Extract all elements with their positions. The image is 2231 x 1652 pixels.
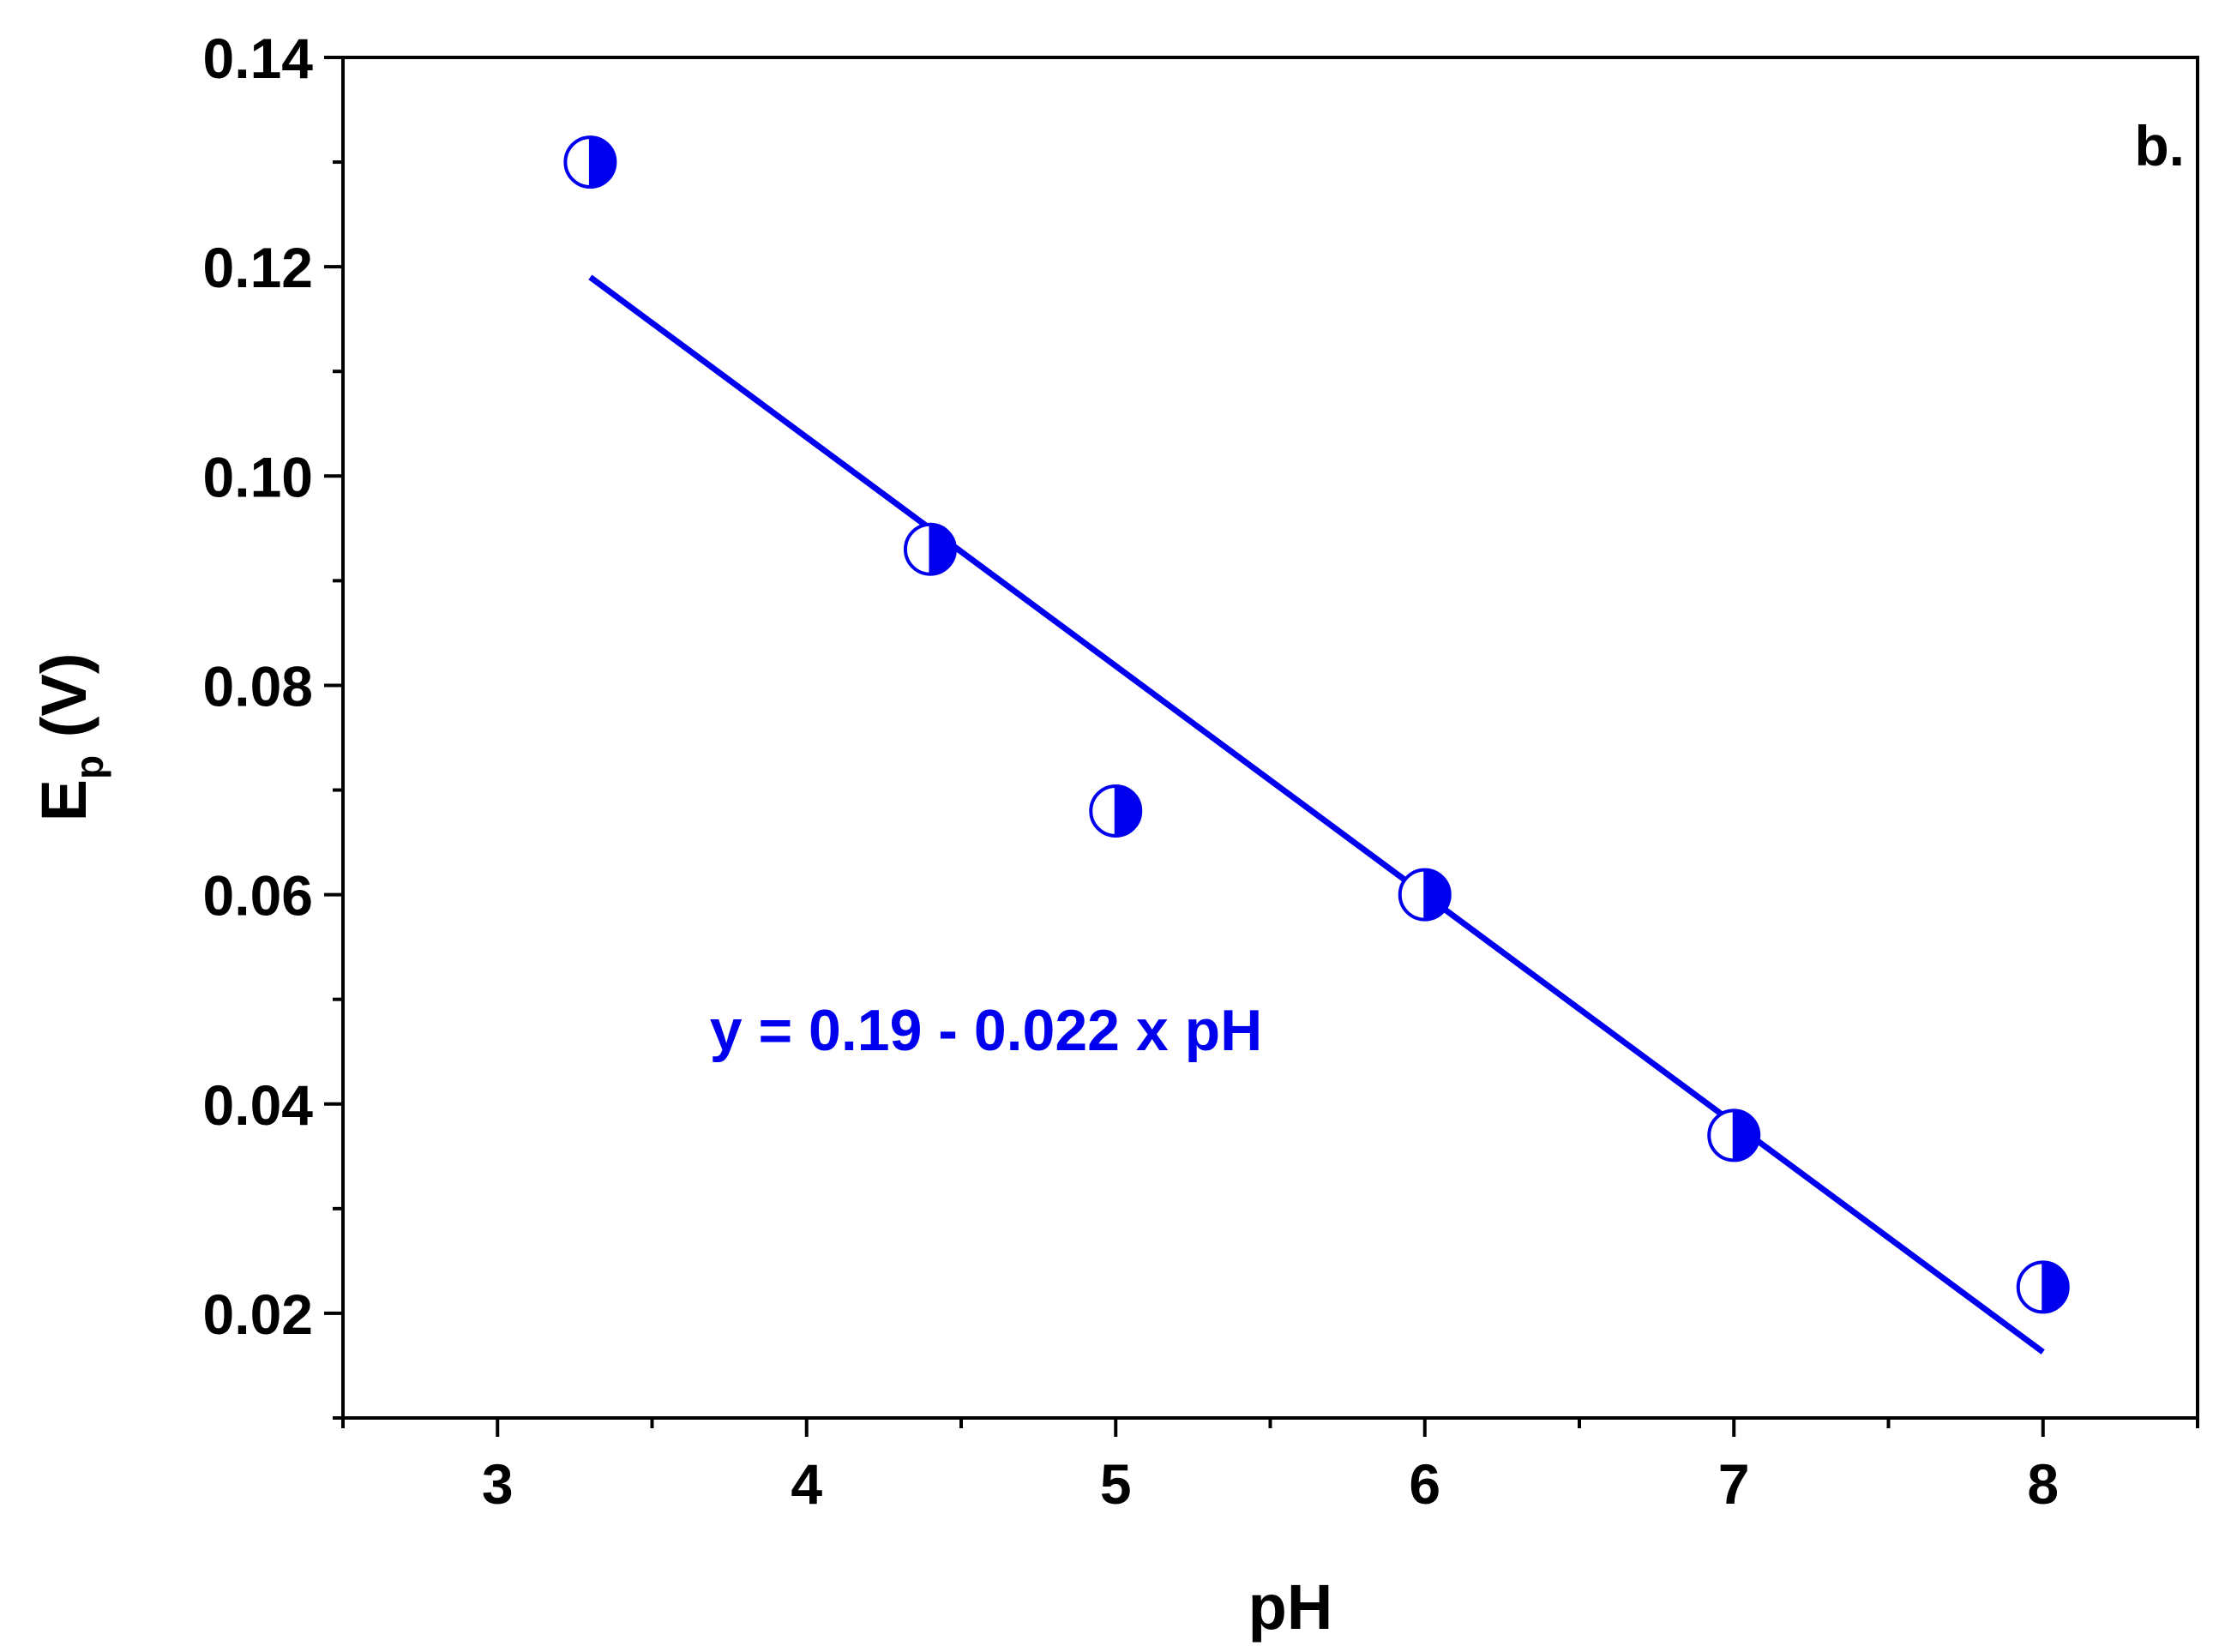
- y-tick-label: 0.02: [203, 1283, 313, 1346]
- x-tick-label: 5: [1100, 1452, 1132, 1516]
- x-tick-label: 8: [2027, 1452, 2059, 1516]
- x-tick-label: 3: [482, 1452, 514, 1516]
- data-points: [563, 135, 2070, 1314]
- y-axis-ticks: [324, 56, 343, 1420]
- fit-equation: y = 0.19 - 0.022 x pH: [710, 998, 1263, 1063]
- data-point-fill: [2042, 1260, 2070, 1313]
- y-tick-label: 0.04: [203, 1073, 314, 1137]
- data-point-fill: [588, 135, 616, 189]
- data-point-fill: [1423, 868, 1452, 922]
- data-point-fill: [929, 523, 957, 576]
- y-tick-label: 0.10: [203, 445, 313, 508]
- data-point: [1089, 784, 1143, 838]
- data-point-fill: [1114, 784, 1142, 838]
- x-tick-label: 4: [791, 1452, 822, 1516]
- data-point: [1707, 1108, 1761, 1162]
- y-tick-label: 0.06: [203, 864, 313, 928]
- data-point: [1398, 868, 1452, 922]
- x-tick-label: 7: [1718, 1452, 1750, 1516]
- y-axis-title: Ep (V): [28, 653, 111, 822]
- data-point: [2016, 1260, 2070, 1314]
- x-tick-label: 6: [1409, 1452, 1440, 1516]
- plot-frame: [341, 56, 2199, 1420]
- data-point-fill: [1732, 1108, 1760, 1162]
- data-point: [563, 135, 617, 189]
- panel-label: b.: [2134, 114, 2185, 177]
- y-tick-labels: 0.02 0.04 0.06 0.08 0.10 0.12 0.14: [203, 27, 314, 1346]
- y-tick-label: 0.14: [203, 27, 314, 90]
- x-axis-title: pH: [1248, 1571, 1333, 1643]
- y-tick-label: 0.08: [203, 654, 313, 718]
- y-tick-label: 0.12: [203, 236, 313, 299]
- fit-line: [588, 274, 2045, 1355]
- data-point: [903, 522, 957, 576]
- x-axis-ticks: [341, 1418, 2199, 1437]
- x-tick-labels: 3 4 5 6 7 8: [482, 1452, 2059, 1516]
